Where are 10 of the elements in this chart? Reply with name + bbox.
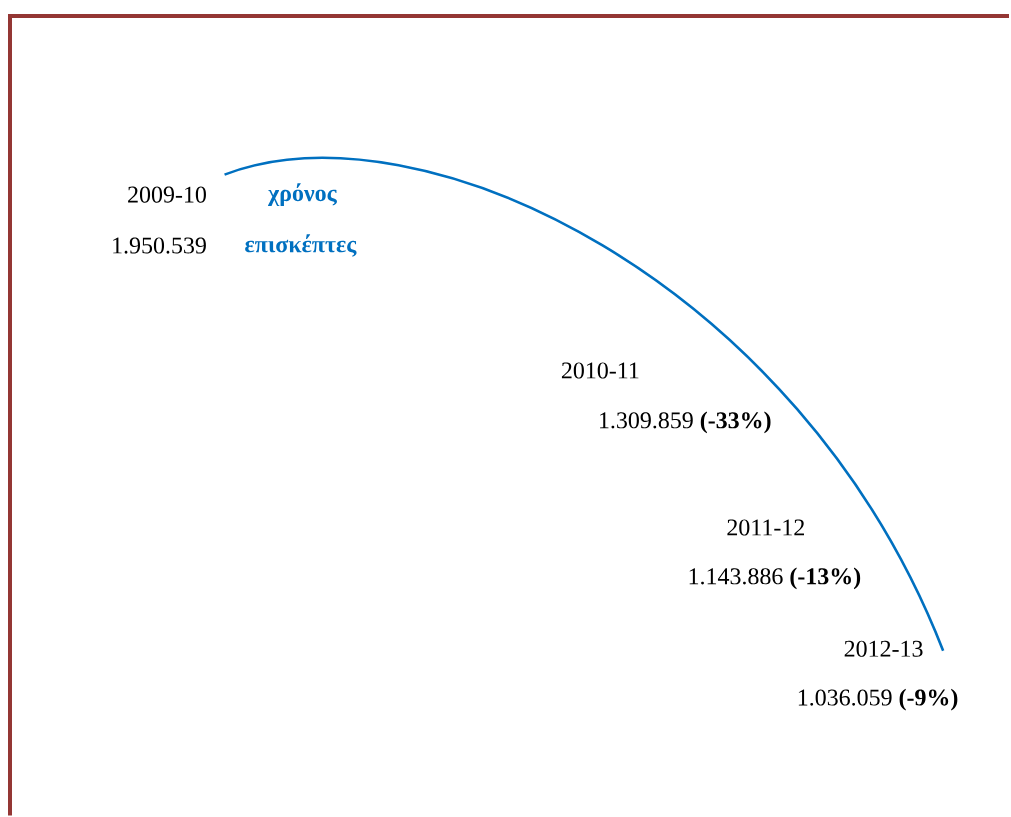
category-label: 2010-11	[561, 362, 639, 379]
category-label: 2011-12	[727, 519, 804, 536]
category-label: 2009-10	[128, 186, 206, 203]
data-label: 1.950.539	[113, 237, 206, 254]
data-label: 1.143.886 (-13%)	[689, 567, 861, 590]
text: επισκέπτες	[245, 234, 357, 257]
data-label: 1.036.059 (-9%)	[798, 688, 958, 711]
text: χρόνος	[268, 182, 337, 206]
data-label: 1.309.859 (-33%)	[600, 411, 771, 434]
category-label: 2012-13	[844, 640, 923, 657]
